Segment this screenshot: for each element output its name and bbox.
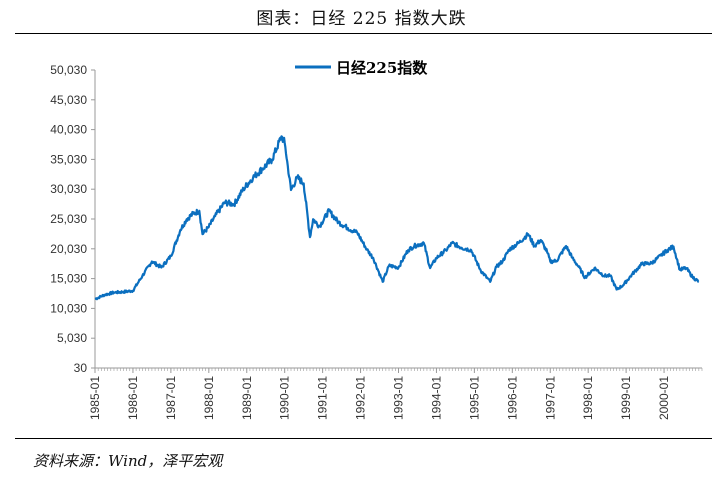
y-tick-label: 30,030	[50, 182, 87, 196]
legend-label: 日经225指数	[336, 59, 428, 77]
x-tick-label: 1995-01	[467, 376, 481, 420]
y-tick-label: 15,030	[50, 272, 87, 286]
x-tick-label: 1987-01	[164, 376, 178, 420]
legend: 日经225指数	[295, 59, 428, 77]
x-tick-label: 1992-01	[354, 376, 368, 420]
x-tick-label: 1986-01	[126, 376, 140, 420]
x-tick-label: 1990-01	[278, 376, 292, 420]
x-tick-label: 1985-01	[88, 376, 102, 420]
y-tick-label: 25,030	[50, 212, 87, 226]
bottom-rule	[15, 438, 712, 439]
x-tick-label: 1994-01	[429, 376, 443, 420]
x-tick-label: 1997-01	[543, 376, 557, 420]
x-tick-label: 1993-01	[392, 376, 406, 420]
x-tick-label: 1991-01	[316, 376, 330, 420]
series-line	[94, 135, 700, 301]
x-tick-label: 1989-01	[240, 376, 254, 420]
y-tick-label: 30	[74, 361, 88, 375]
y-tick-label: 50,030	[50, 63, 87, 77]
y-tick-label: 10,030	[50, 301, 87, 315]
y-tick-label: 35,030	[50, 152, 87, 166]
y-tick-label: 45,030	[50, 93, 87, 107]
y-tick-label: 5,030	[57, 331, 87, 345]
x-tick-label: 1996-01	[505, 376, 519, 420]
x-tick-label: 2000-01	[657, 376, 671, 420]
x-tick-label: 1999-01	[619, 376, 633, 420]
x-tick-label: 1998-01	[581, 376, 595, 420]
x-tick-label: 1988-01	[202, 376, 216, 420]
x-axis: 1985-01 1986-01 1987-01 1988-01 1989-01 1990-…	[88, 367, 703, 420]
source-note: 资料来源：Wind，泽平宏观	[33, 452, 223, 470]
line-chart: 50,030 45,030 40,030 35,030 30,030 25,030 20,0…	[50, 59, 703, 420]
y-tick-label: 20,030	[50, 242, 87, 256]
y-tick-label: 40,030	[50, 123, 87, 137]
series-group	[94, 135, 700, 301]
chart-title: 图表：日经 225 指数大跌	[256, 9, 467, 29]
y-axis: 50,030 45,030 40,030 35,030 30,030 25,030 20,0…	[50, 63, 96, 375]
top-rule	[15, 33, 712, 34]
